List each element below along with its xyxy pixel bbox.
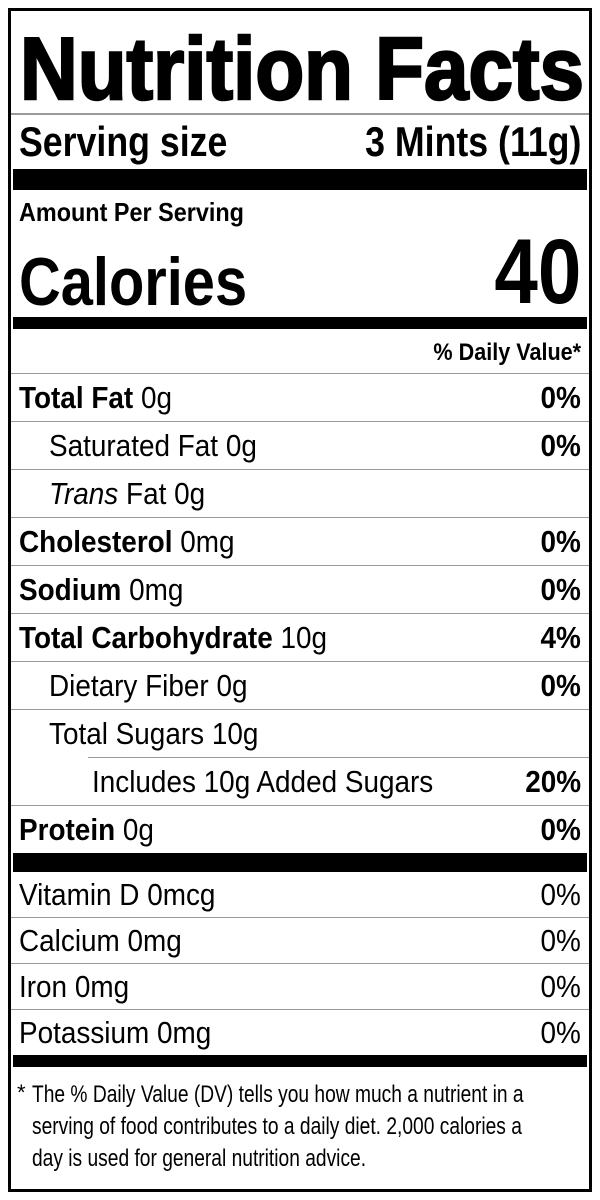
calories-row: Calories 40: [11, 221, 589, 324]
calories-value: 40: [494, 221, 581, 324]
serving-size-value: 3 Mints (11g): [364, 118, 581, 165]
nutrient-row-sodium: Sodium 0mg 0%: [11, 565, 589, 613]
nutrient-name: Vitamin D: [19, 876, 140, 912]
amount-per-serving-text: Amount Per Serving: [19, 197, 244, 227]
thick-separator-bar-top: [13, 169, 587, 190]
nutrient-row-total-carbohydrate: Total Carbohydrate 10g 4%: [11, 613, 589, 661]
nutrient-amount: 0g: [225, 427, 257, 463]
nutrient-dv: 0%: [540, 1014, 581, 1050]
nutrient-dv: 0%: [540, 968, 581, 1004]
footnote-text: The % Daily Value (DV) tells you how muc…: [32, 1079, 589, 1175]
nutrient-row-total-sugars: Total Sugars 10g: [11, 709, 589, 757]
nutrient-dv: 0%: [540, 523, 581, 559]
nutrient-name: Calcium: [19, 922, 120, 958]
nutrient-row-dietary-fiber: Dietary Fiber 0g 0%: [11, 661, 589, 709]
nutrient-dv: 20%: [525, 763, 581, 799]
nutrient-name: Cholesterol: [19, 523, 173, 559]
thick-separator-bar-bottom: [13, 1055, 587, 1067]
nutrient-name: Trans: [49, 475, 119, 511]
thick-separator-bar-middle: [13, 853, 587, 872]
nutrient-row-trans-fat: Trans Fat 0g: [11, 469, 589, 517]
label-title-svg: Nutrition Facts: [19, 18, 586, 120]
nutrient-dv: 0%: [540, 427, 581, 463]
nutrient-name: Total Carbohydrate: [19, 619, 273, 655]
nutrition-facts-label: Nutrition Facts Serving size 3 Mints (11…: [8, 8, 592, 1192]
nutrient-amount: 10g: [280, 619, 328, 655]
nutrient-dv: 0%: [540, 379, 581, 415]
nutrient-row-saturated-fat: Saturated Fat 0g 0%: [11, 421, 589, 469]
nutrient-dv: 0%: [540, 667, 581, 703]
serving-size-row: Serving size 3 Mints (11g): [11, 115, 589, 169]
page-title: Nutrition Facts: [20, 21, 584, 113]
medium-separator-bar: [13, 317, 587, 329]
daily-value-header-text: % Daily Value*: [433, 339, 581, 366]
nutrient-row-protein: Protein 0g 0%: [11, 805, 589, 853]
calories-label: Calories: [19, 244, 248, 321]
nutrient-name: Protein: [19, 811, 116, 847]
nutrient-dv: 0%: [540, 571, 581, 607]
indented-divider: [88, 757, 589, 758]
nutrient-name: Potassium: [19, 1014, 150, 1050]
nutrient-name: Includes 10g Added Sugars: [92, 763, 434, 799]
micronutrient-row-iron: Iron 0mg 0%: [11, 963, 589, 1009]
serving-size-label: Serving size: [19, 118, 228, 165]
micronutrient-row-calcium: Calcium 0mg 0%: [11, 917, 589, 963]
nutrient-amount: 0mg: [180, 523, 235, 559]
nutrient-amount: 0mg: [74, 968, 130, 1004]
nutrient-amount: 0g: [216, 667, 248, 703]
footnote: * The % Daily Value (DV) tells you how m…: [11, 1067, 589, 1175]
micronutrient-row-vitamin-d: Vitamin D 0mcg 0%: [11, 872, 589, 917]
footnote-line: day is used for general nutrition advice…: [32, 1145, 367, 1172]
nutrient-amount: 0g: [140, 379, 172, 415]
nutrient-row-cholesterol: Cholesterol 0mg 0%: [11, 517, 589, 565]
nutrient-name: Total Sugars: [49, 715, 205, 751]
footnote-line: The % Daily Value (DV) tells you how muc…: [32, 1081, 524, 1108]
amount-per-serving-heading: Amount Per Serving: [11, 190, 589, 227]
title-divider: [11, 113, 589, 115]
micronutrient-row-potassium: Potassium 0mg 0%: [11, 1009, 589, 1055]
nutrient-amount: 0g: [122, 811, 154, 847]
nutrient-amount: 0mcg: [147, 876, 216, 912]
nutrient-name: Total Fat: [19, 379, 134, 415]
footnote-asterisk: *: [17, 1080, 26, 1105]
nutrient-amount: 10g: [211, 715, 259, 751]
nutrient-dv: 0%: [540, 811, 581, 847]
footnote-line: serving of food contributes to a daily d…: [32, 1113, 522, 1140]
nutrient-amount: 0mg: [157, 1014, 212, 1050]
label-title-block: Nutrition Facts: [19, 18, 586, 120]
nutrient-name: Sodium: [19, 571, 122, 607]
nutrient-row-total-fat: Total Fat 0g 0%: [11, 373, 589, 421]
nutrient-name: Iron: [19, 968, 68, 1004]
nutrient-dv: 0%: [540, 922, 581, 958]
nutrient-row-added-sugars: Includes 10g Added Sugars 20%: [11, 758, 589, 805]
daily-value-header: % Daily Value*: [11, 329, 589, 373]
nutrient-name: Dietary Fiber: [49, 667, 209, 703]
nutrient-amount: Fat 0g: [126, 475, 206, 511]
nutrient-dv: 4%: [540, 619, 581, 655]
nutrient-amount: 0mg: [129, 571, 184, 607]
nutrient-amount: 0mg: [127, 922, 182, 958]
nutrient-dv: 0%: [540, 876, 581, 912]
nutrient-name: Saturated Fat: [49, 427, 219, 463]
